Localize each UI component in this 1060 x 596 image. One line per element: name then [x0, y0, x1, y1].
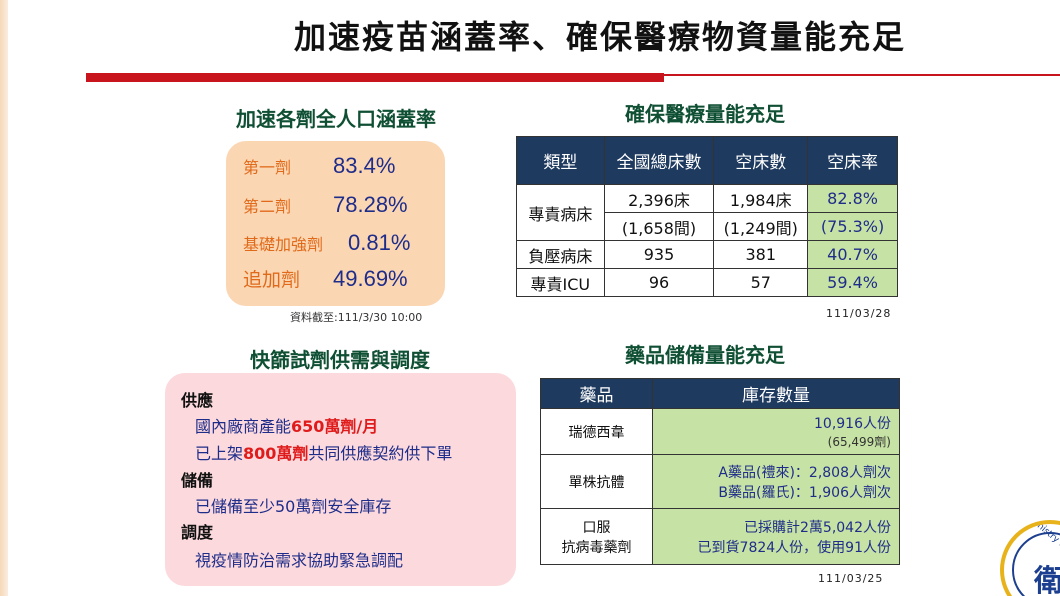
- coverage-source-note: 資料截至:111/3/30 10:00: [290, 311, 423, 324]
- supply-item-listed: 已上架800萬劑共同供應契約供下單: [195, 440, 452, 464]
- coverage-row-dose1: 第一劑 83.4%: [243, 153, 395, 179]
- table-row: 專責ICU 96 57 59.4%: [516, 268, 898, 297]
- page-title: 加速疫苗涵蓋率、確保醫療物資量能充足: [293, 18, 906, 56]
- coverage-label: 基礎加強劑: [243, 235, 324, 254]
- drug-stock: 已採購計2萬5,042人份 已到貨7824人份，使用91人份: [652, 508, 900, 565]
- table-row: 口服 抗病毒藥劑 已採購計2萬5,042人份 已到貨7824人份，使用91人份: [540, 508, 900, 565]
- supply-section-title: 快篩試劑供需與調度: [250, 348, 430, 372]
- hospital-capacity-table: 類型 全國總床數 空床數 空床率 專責病床 2,396床 1,984床 82.8…: [516, 136, 898, 297]
- supply-text: 國內廠商產能: [195, 417, 292, 436]
- drug-name: 瑞德西韋: [540, 408, 653, 455]
- dispatch-heading: 調度: [181, 523, 214, 542]
- drug-stock-line: 已採購計2萬5,042人份: [744, 519, 891, 536]
- table-row: 單株抗體 A藥品(禮來)：2,808人劑次 B藥品(羅氏)：1,906人劑次: [540, 454, 900, 509]
- reserve-heading: 儲備: [181, 471, 214, 490]
- cell-total: (1,658間): [603, 212, 715, 241]
- supply-highlight: 650萬劑/月: [291, 417, 379, 436]
- table-row: (1,658間) (1,249間) (75.3%): [517, 212, 898, 241]
- cell-rate: 40.7%: [807, 240, 898, 269]
- drug-name-line: 抗病毒藥劑: [561, 539, 632, 556]
- column-header: 藥品: [540, 378, 653, 409]
- drug-name-line: 口服: [582, 519, 611, 536]
- title-underline-thin: [664, 74, 1060, 76]
- cell-rate: (75.3%): [807, 212, 898, 241]
- hospital-section-title: 確保醫療量能充足: [625, 102, 785, 126]
- coverage-label: 第一劑: [243, 158, 292, 177]
- supply-item-capacity: 國內廠商產能650萬劑/月: [195, 413, 378, 437]
- coverage-label: 第二劑: [243, 197, 292, 216]
- ministry-logo: Ministry of Heal 衛: [1000, 520, 1060, 596]
- supply-heading: 供應: [181, 391, 214, 410]
- coverage-value: 78.28%: [333, 192, 408, 217]
- cell-rate: 59.4%: [807, 268, 898, 297]
- drug-stock-line: B藥品(羅氏)：1,906人劑次: [718, 484, 891, 501]
- coverage-row-booster: 追加劑 49.69%: [243, 265, 408, 292]
- drugs-date-note: 111/03/25: [818, 572, 884, 585]
- drug-name: 口服 抗病毒藥劑: [540, 508, 653, 565]
- column-header: 空床數: [713, 136, 809, 185]
- column-header: 全國總床數: [603, 136, 715, 185]
- supply-text: 共同供應契約供下單: [308, 444, 453, 463]
- coverage-row-dose2: 第二劑 78.28%: [243, 192, 408, 218]
- drug-stock-subline: (65,499劑): [827, 435, 891, 449]
- cell-total: 2,396床: [603, 184, 715, 213]
- supply-text: 已上架: [195, 444, 244, 463]
- row-type: 負壓病床: [516, 240, 605, 269]
- drug-stock-line: 10,916人份: [814, 416, 891, 432]
- reserve-item: 已儲備至少50萬劑安全庫存: [195, 497, 392, 516]
- cell-empty: 57: [713, 268, 809, 297]
- drugs-section-title: 藥品儲備量能充足: [625, 343, 785, 367]
- coverage-row-base-booster: 基礎加強劑 0.81%: [243, 230, 410, 256]
- cell-total: 935: [603, 240, 715, 269]
- cell-empty: 381: [713, 240, 809, 269]
- coverage-value: 49.69%: [333, 266, 408, 291]
- table-header-row: 類型 全國總床數 空床數 空床率: [516, 136, 898, 185]
- drug-stock-line: 已到貨7824人份，使用91人份: [697, 539, 891, 556]
- cell-empty: (1,249間): [713, 212, 809, 241]
- coverage-section-title: 加速各劑全人口涵蓋率: [236, 107, 436, 131]
- row-type: 專責ICU: [516, 268, 605, 297]
- title-underline-thick: [86, 73, 664, 82]
- drug-stock-line: A藥品(禮來)：2,808人劑次: [718, 464, 891, 481]
- coverage-label: 追加劑: [243, 269, 301, 291]
- supply-panel: 供應 國內廠商產能650萬劑/月 已上架800萬劑共同供應契約供下單 儲備 已儲…: [165, 373, 516, 586]
- column-header: 庫存數量: [652, 378, 900, 409]
- drug-reserve-table: 藥品 庫存數量 瑞德西韋 10,916人份 (65,499劑) 單株抗體 A藥品…: [540, 378, 900, 565]
- left-decorative-strip: [0, 0, 8, 596]
- drug-stock: 10,916人份 (65,499劑): [652, 408, 900, 455]
- coverage-panel: 第一劑 83.4% 第二劑 78.28% 基礎加強劑 0.81% 追加劑 49.…: [226, 141, 445, 306]
- drug-stock: A藥品(禮來)：2,808人劑次 B藥品(羅氏)：1,906人劑次: [652, 454, 900, 509]
- dispatch-item: 視疫情防治需求協助緊急調配: [195, 551, 404, 570]
- supply-highlight: 800萬劑: [243, 444, 309, 463]
- table-row: 瑞德西韋 10,916人份 (65,499劑): [540, 408, 900, 455]
- coverage-value: 0.81%: [348, 230, 411, 255]
- hospital-date-note: 111/03/28: [826, 307, 892, 320]
- column-header: 類型: [516, 136, 605, 185]
- table-row: 負壓病床 935 381 40.7%: [516, 240, 898, 269]
- cell-rate: 82.8%: [807, 184, 898, 213]
- cell-empty: 1,984床: [713, 184, 809, 213]
- column-header: 空床率: [807, 136, 898, 185]
- coverage-value: 83.4%: [333, 153, 396, 178]
- logo-glyph: 衛: [1034, 556, 1060, 596]
- table-header-row: 藥品 庫存數量: [540, 378, 900, 409]
- table-row: 專責病床 2,396床 1,984床 82.8%: [516, 184, 898, 241]
- row-type: 專責病床: [516, 184, 605, 241]
- cell-total: 96: [603, 268, 715, 297]
- drug-name: 單株抗體: [540, 454, 653, 509]
